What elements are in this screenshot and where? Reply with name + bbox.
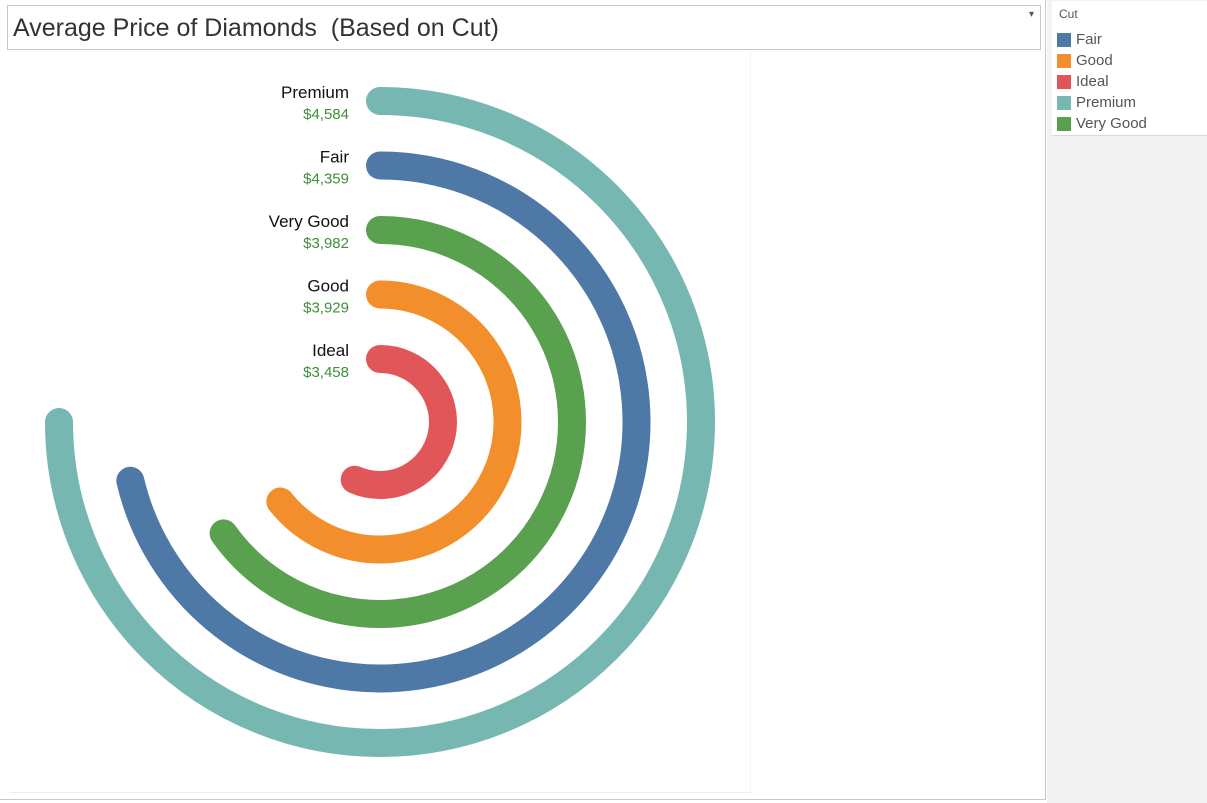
legend-item-ideal[interactable]: Ideal [1057, 72, 1205, 93]
legend-label: Ideal [1076, 73, 1109, 90]
legend-swatch [1057, 117, 1071, 131]
legend-item-premium[interactable]: Premium [1057, 93, 1205, 114]
price-label-premium: $4,584 [303, 106, 349, 123]
title-dropdown-icon[interactable]: ▾ [1028, 9, 1034, 20]
legend-item-good[interactable]: Good [1057, 51, 1205, 72]
plot-area: Premium $4,584 Fair $4,359 Very Good $3,982 Go… [10, 52, 751, 793]
price-label-very-good: $3,982 [303, 235, 349, 252]
legend-item-fair[interactable]: Fair [1057, 30, 1205, 51]
arc-very-good[interactable] [209, 216, 586, 628]
cut-label-fair: Fair [320, 148, 350, 167]
cut-label-ideal: Ideal [312, 341, 349, 360]
arc-fair[interactable] [116, 151, 651, 693]
legend-swatch [1057, 54, 1071, 68]
legend-swatch [1057, 96, 1071, 110]
radial-bar-chart: Premium $4,584 Fair $4,359 Very Good $3,982 Go… [45, 83, 715, 757]
legend-swatch [1057, 75, 1071, 89]
cut-label-very-good: Very Good [269, 212, 349, 231]
legend-title: Cut [1059, 7, 1078, 21]
legend-label: Fair [1076, 31, 1102, 48]
cut-label-good: Good [307, 277, 349, 296]
arc-good[interactable] [266, 280, 522, 564]
title-box: Average Price of Diamonds (Based on Cut)… [7, 5, 1041, 50]
arc-premium[interactable] [45, 87, 715, 757]
price-label-good: $3,929 [303, 300, 349, 317]
legend-items: Fair Good Ideal Premium Very Good [1057, 30, 1205, 135]
legend-swatch [1057, 33, 1071, 47]
viz-pane: Average Price of Diamonds (Based on Cut)… [0, 0, 1046, 800]
arc-ideal[interactable] [340, 345, 457, 499]
legend-label: Very Good [1076, 115, 1147, 132]
side-panel: Cut Fair Good Ideal Premium Very Good [1047, 0, 1207, 803]
cut-label-premium: Premium [281, 83, 349, 102]
legend-item-very-good[interactable]: Very Good [1057, 114, 1205, 135]
legend: Cut Fair Good Ideal Premium Very Good [1052, 1, 1207, 136]
legend-label: Premium [1076, 94, 1137, 111]
price-label-ideal: $3,458 [303, 364, 349, 381]
legend-label: Good [1076, 52, 1113, 69]
chart-title: Average Price of Diamonds (Based on Cut) [13, 14, 499, 42]
price-label-fair: $4,359 [303, 171, 349, 188]
